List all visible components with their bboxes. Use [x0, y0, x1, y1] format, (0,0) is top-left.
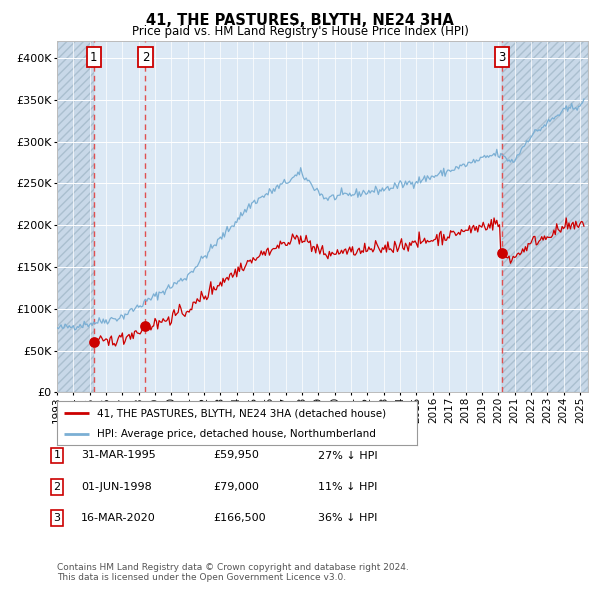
- Bar: [57, 41, 94, 392]
- Text: 1: 1: [53, 451, 61, 460]
- Text: 2: 2: [142, 51, 149, 64]
- Text: £59,950: £59,950: [213, 451, 259, 460]
- Text: 16-MAR-2020: 16-MAR-2020: [81, 513, 156, 523]
- Text: 27% ↓ HPI: 27% ↓ HPI: [318, 451, 377, 460]
- Text: 41, THE PASTURES, BLYTH, NE24 3HA (detached house): 41, THE PASTURES, BLYTH, NE24 3HA (detac…: [97, 408, 386, 418]
- Text: HPI: Average price, detached house, Northumberland: HPI: Average price, detached house, Nort…: [97, 430, 376, 440]
- Text: 41, THE PASTURES, BLYTH, NE24 3HA: 41, THE PASTURES, BLYTH, NE24 3HA: [146, 13, 454, 28]
- Text: 3: 3: [498, 51, 505, 64]
- Text: £166,500: £166,500: [213, 513, 266, 523]
- Text: 31-MAR-1995: 31-MAR-1995: [81, 451, 156, 460]
- Text: £79,000: £79,000: [213, 482, 259, 491]
- Text: 36% ↓ HPI: 36% ↓ HPI: [318, 513, 377, 523]
- Text: 2: 2: [53, 482, 61, 491]
- Point: [497, 248, 506, 258]
- Text: 01-JUN-1998: 01-JUN-1998: [81, 482, 152, 491]
- Text: Price paid vs. HM Land Registry's House Price Index (HPI): Price paid vs. HM Land Registry's House …: [131, 25, 469, 38]
- Bar: [57, 41, 94, 392]
- Text: 3: 3: [53, 513, 61, 523]
- Text: 1: 1: [90, 51, 97, 64]
- Bar: [502, 41, 588, 392]
- Text: Contains HM Land Registry data © Crown copyright and database right 2024.
This d: Contains HM Land Registry data © Crown c…: [57, 563, 409, 582]
- Bar: [502, 41, 588, 392]
- Point: [140, 322, 150, 331]
- Point: [89, 337, 98, 347]
- Text: 11% ↓ HPI: 11% ↓ HPI: [318, 482, 377, 491]
